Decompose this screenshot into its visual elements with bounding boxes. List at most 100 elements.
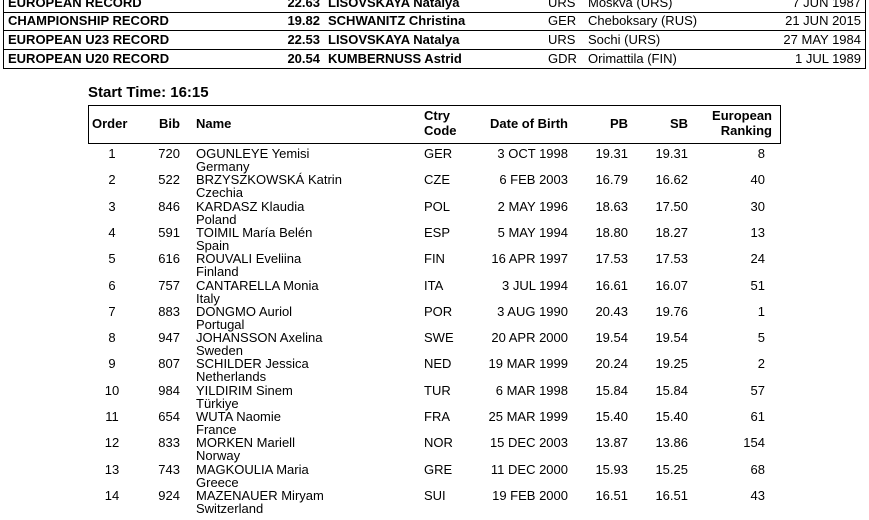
record-venue: Orimattila (FIN): [588, 51, 677, 66]
country-code: SWE: [424, 330, 454, 346]
country-name: Switzerland: [196, 500, 264, 516]
date-of-birth: 11 DEC 2000: [490, 461, 568, 477]
sb: 18.27: [655, 224, 688, 240]
pb: 13.87: [595, 435, 628, 451]
sb: 16.62: [655, 172, 688, 188]
country-code: POL: [424, 198, 451, 214]
bib: 984: [158, 382, 180, 398]
sb: 19.54: [655, 330, 688, 346]
column-header: European: [712, 108, 772, 123]
name: YILDIRIM Sinem: [196, 382, 293, 398]
country-name: France: [196, 422, 237, 437]
ranking: 57: [750, 382, 765, 398]
date-of-birth: 2 MAY 1996: [497, 198, 568, 214]
sb: 17.50: [655, 198, 688, 214]
record-venue: Moskva (URS): [588, 0, 673, 10]
record-date: 27 MAY 1984: [783, 32, 861, 47]
name: BRZYSZKOWSKÁ Katrin: [196, 172, 342, 188]
column-header: Date of Birth: [490, 116, 568, 131]
ranking: 61: [750, 409, 765, 424]
ranking: 43: [750, 487, 765, 503]
order: 2: [108, 172, 116, 188]
date-of-birth: 19 FEB 2000: [492, 487, 568, 503]
ranking: 24: [750, 251, 765, 267]
date-of-birth: 3 OCT 1998: [497, 146, 568, 161]
name: JOHANSSON Axelina: [196, 330, 323, 346]
date-of-birth: 5 MAY 1994: [497, 224, 568, 240]
ranking: 5: [757, 330, 765, 346]
name: OGUNLEYE Yemisi: [196, 146, 310, 161]
date-of-birth: 6 FEB 2003: [499, 172, 568, 188]
header-left-border: [88, 105, 89, 144]
country-name: Netherlands: [196, 369, 267, 385]
date-of-birth: 3 JUL 1994: [501, 277, 568, 293]
record-label: EUROPEAN U20 RECORD: [8, 51, 170, 66]
order: 4: [108, 224, 116, 240]
order: 14: [104, 487, 120, 503]
bib: 757: [158, 277, 180, 293]
country-code: POR: [424, 303, 453, 319]
name: MORKEN Mariell: [196, 435, 295, 451]
bib: 807: [158, 356, 180, 372]
bib: 720: [158, 146, 180, 161]
pb: 17.53: [595, 251, 628, 267]
record-label: EUROPEAN U23 RECORD: [8, 32, 170, 47]
bib: 616: [158, 251, 180, 267]
country-code: ESP: [424, 224, 451, 240]
record-country: URS: [548, 32, 576, 47]
record-country: GER: [548, 13, 577, 28]
record-athlete: SCHWANITZ Christina: [328, 13, 466, 28]
country-name: Italy: [196, 290, 220, 306]
row-border: [3, 49, 866, 50]
record-date: 1 JUL 1989: [794, 51, 861, 66]
record-mark: 22.63: [287, 0, 320, 10]
order: 3: [108, 198, 116, 214]
pb: 16.51: [595, 487, 628, 503]
country-code: GRE: [424, 461, 453, 477]
country-name: Germany: [196, 159, 250, 174]
name: MAGKOULIA Maria: [196, 461, 309, 477]
pb: 16.61: [595, 277, 628, 293]
date-of-birth: 25 MAR 1999: [488, 409, 569, 424]
country-name: Poland: [196, 211, 237, 227]
record-mark: 20.54: [287, 51, 320, 66]
country-code: ITA: [424, 277, 444, 293]
order: 13: [104, 461, 120, 477]
country-name: Norway: [196, 448, 241, 464]
sb: 15.25: [655, 461, 688, 477]
sb: 19.76: [655, 303, 688, 319]
record-athlete: LISOVSKAYA Natalya: [328, 32, 460, 47]
bib: 924: [158, 487, 180, 503]
record-label: EUROPEAN RECORD: [8, 0, 142, 10]
order: 12: [104, 435, 120, 451]
pb: 15.93: [595, 461, 628, 477]
order: 5: [108, 251, 116, 267]
sb: 16.07: [655, 277, 688, 293]
ranking: 68: [750, 461, 765, 477]
order: 6: [108, 277, 116, 293]
country-code: FIN: [424, 251, 445, 267]
name: MAZENAUER Miryam: [196, 487, 324, 503]
sb: 16.51: [655, 487, 688, 503]
record-date: 21 JUN 2015: [785, 13, 861, 28]
name: WUTA Naomie: [196, 409, 281, 424]
ranking: 30: [750, 198, 765, 214]
header-top-border: [88, 105, 781, 106]
pb: 20.43: [595, 303, 628, 319]
country-code: SUI: [424, 487, 446, 503]
name: CANTARELLA Monia: [196, 277, 319, 293]
column-header: SB: [669, 116, 688, 131]
sb: 15.40: [655, 409, 688, 424]
header-right-border: [780, 105, 781, 144]
column-header: Order: [92, 116, 128, 131]
bib: 591: [158, 224, 180, 240]
order: 1: [108, 146, 116, 161]
pb: 15.40: [595, 409, 628, 424]
name: KARDASZ Klaudia: [196, 198, 305, 214]
name: DONGMO Auriol: [196, 303, 293, 319]
ranking: 51: [750, 277, 765, 293]
record-date: 7 JUN 1987: [792, 0, 861, 10]
ranking: 40: [750, 172, 765, 188]
bib: 947: [158, 330, 180, 346]
